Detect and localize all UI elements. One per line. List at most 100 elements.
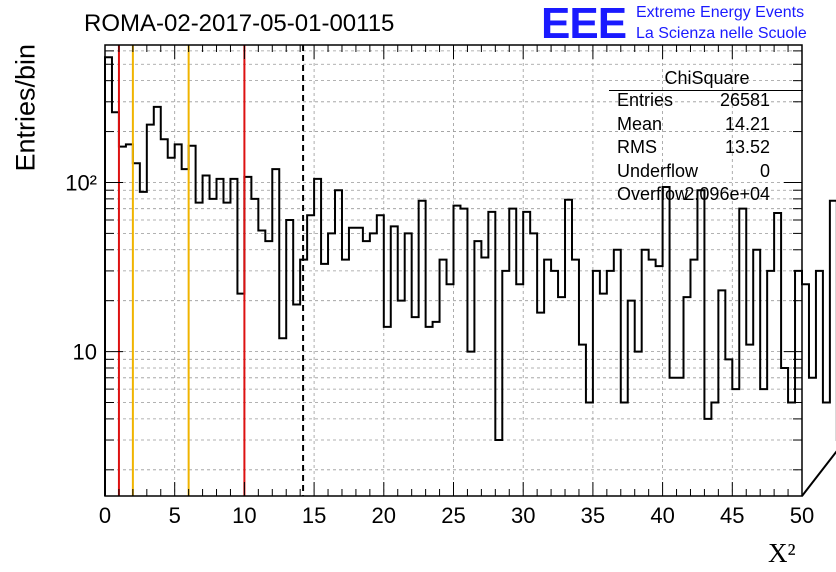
stats-label: RMS <box>617 137 657 157</box>
histogram-bin <box>642 250 649 496</box>
histogram-bin <box>481 258 488 496</box>
histogram-bin <box>732 389 739 496</box>
histogram-bin <box>405 233 412 496</box>
logo-line-2: La Scienza nelle Scuole <box>636 25 807 42</box>
histogram-bin <box>593 271 600 496</box>
x-axis-title: X² <box>768 538 796 568</box>
histogram-bin <box>384 327 391 496</box>
x-tick-label: 35 <box>581 503 605 528</box>
histogram-bin <box>670 378 677 496</box>
histogram-bin <box>767 271 774 496</box>
histogram-bin <box>328 233 335 496</box>
histogram-bin <box>739 209 746 496</box>
histogram-bin <box>551 271 558 496</box>
histogram-bin <box>607 271 614 496</box>
histogram-bin <box>398 301 405 496</box>
histogram-bin <box>558 297 565 496</box>
y-tick-label: 10² <box>65 170 97 195</box>
histogram-bin <box>419 201 426 496</box>
histogram-bin <box>454 206 461 496</box>
histogram-bin <box>251 199 258 496</box>
histogram-bin <box>467 352 474 496</box>
histogram-bin <box>391 226 398 496</box>
histogram-bin <box>161 139 168 496</box>
histogram-bin <box>377 215 384 496</box>
logo-line-1: Extreme Energy Events <box>636 4 805 21</box>
y-axis-title: Entries/bin <box>10 43 41 172</box>
histogram-bin <box>349 228 356 496</box>
histogram-bin <box>697 190 704 496</box>
histogram-bin <box>502 271 509 496</box>
histogram-bin <box>781 368 788 496</box>
histogram-bin <box>530 233 537 496</box>
histogram-bin <box>140 192 147 496</box>
histogram-bin <box>460 209 467 496</box>
histogram-bin <box>210 199 217 496</box>
histogram-bin <box>265 241 272 496</box>
histogram-bin <box>523 212 530 496</box>
histogram-bin <box>189 146 196 496</box>
x-tick-label: 50 <box>790 503 814 528</box>
histogram-bin <box>237 294 244 496</box>
histogram-bin <box>586 403 593 496</box>
stats-divider <box>609 90 803 91</box>
x-tick-label: 25 <box>441 503 465 528</box>
histogram-bin <box>474 241 481 496</box>
histogram-bin <box>677 378 684 496</box>
histogram-bin <box>133 163 140 496</box>
histogram-bin <box>600 294 607 496</box>
histogram-bin <box>335 190 342 496</box>
axes-frame <box>104 44 803 497</box>
histogram-bin <box>314 179 321 496</box>
histogram-bin <box>711 403 718 496</box>
histogram-bin <box>279 338 286 496</box>
histogram-bin <box>370 233 377 496</box>
stats-row-overflow: Overflow 2.096e+04 <box>612 183 802 207</box>
histogram-bin <box>412 317 419 496</box>
stats-row-entries: Entries 26581 <box>612 89 802 113</box>
histogram-bin <box>621 403 628 496</box>
histogram-bin <box>760 389 767 496</box>
histogram-bin <box>565 200 572 496</box>
chart-title: ROMA-02-2017-05-01-00115 <box>84 10 395 37</box>
y-tick-label: 10 <box>73 340 97 365</box>
stats-label: Entries <box>617 90 674 110</box>
histogram-bin <box>495 440 502 496</box>
x-tick-label: 15 <box>302 503 326 528</box>
histogram-bin <box>203 175 210 496</box>
x-tick-label: 40 <box>650 503 674 528</box>
histogram-bin <box>628 301 635 496</box>
histogram-bin <box>217 179 224 496</box>
x-tick-label: 10 <box>232 503 256 528</box>
x-tick-label: 45 <box>720 503 744 528</box>
x-tick-label: 5 <box>169 503 181 528</box>
grid-lines <box>105 45 802 496</box>
histogram-bin <box>774 213 781 496</box>
histogram-bin <box>704 419 711 496</box>
stats-value: 13.52 <box>724 137 770 157</box>
reference-lines <box>117 45 305 496</box>
histogram-bin <box>802 284 809 496</box>
histogram-bin <box>426 327 433 496</box>
histogram-bin <box>356 228 363 496</box>
histogram-bin <box>823 403 830 496</box>
stats-row-mean: Mean 14.21 <box>612 113 802 137</box>
stats-value: 14.21 <box>724 113 770 134</box>
stats-row-underflow: Underflow 0 <box>612 160 802 184</box>
histogram-bin <box>725 359 732 496</box>
histogram-bin <box>718 290 725 496</box>
histogram-bin <box>635 352 642 496</box>
histogram-bin <box>230 179 237 496</box>
stats-box: ChiSquare Entries 26581 Mean 14.21 RMS 1… <box>609 67 803 207</box>
histogram-bin <box>223 203 230 496</box>
histogram-bin <box>447 284 454 496</box>
histogram-bin <box>363 241 370 496</box>
histogram-bin <box>272 169 279 496</box>
tick-labels: 0 5 10 15 20 25 30 35 40 45 50 10 10² <box>65 170 814 528</box>
histogram-bin <box>753 250 760 496</box>
stats-label: Mean <box>617 113 663 134</box>
histogram-bin <box>579 345 586 496</box>
histogram-bin <box>258 231 265 496</box>
histogram-bin <box>293 304 300 496</box>
